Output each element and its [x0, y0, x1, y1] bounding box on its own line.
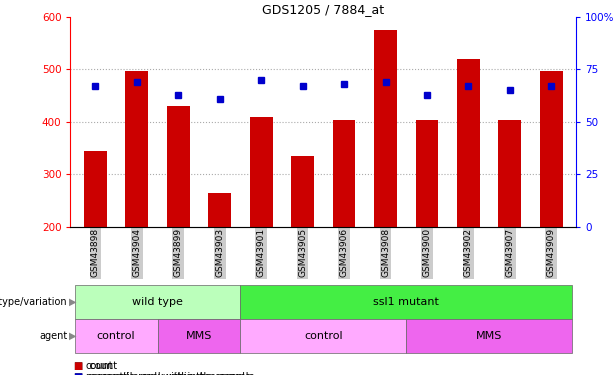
Bar [540, 71, 563, 227]
Bar [457, 59, 480, 227]
Text: agent: agent [39, 331, 67, 340]
Text: wild type: wild type [132, 297, 183, 307]
Text: ssl1 mutant: ssl1 mutant [373, 297, 439, 307]
Text: MMS: MMS [186, 331, 212, 340]
Bar [498, 120, 521, 227]
Text: control: control [304, 331, 343, 340]
Bar [158, 319, 240, 352]
Text: ■  count: ■ count [74, 361, 116, 370]
Bar [75, 285, 240, 319]
Bar [374, 30, 397, 227]
Bar [126, 71, 148, 227]
Text: genotype/variation: genotype/variation [0, 297, 67, 307]
Text: ■: ■ [74, 361, 83, 370]
Bar [249, 117, 273, 227]
Bar [167, 106, 189, 227]
Bar [75, 319, 158, 352]
Text: MMS: MMS [476, 331, 503, 340]
Bar [84, 151, 107, 227]
Text: ▶: ▶ [69, 297, 76, 307]
Title: GDS1205 / 7884_at: GDS1205 / 7884_at [262, 3, 384, 16]
Text: control: control [97, 331, 135, 340]
Text: ▶: ▶ [69, 331, 76, 340]
Bar [333, 120, 356, 227]
Bar [291, 156, 314, 227]
Bar [208, 193, 231, 227]
Bar [240, 319, 406, 352]
Bar [416, 120, 438, 227]
Text: count: count [86, 361, 113, 370]
Text: ■: ■ [74, 372, 83, 375]
Bar [240, 285, 572, 319]
Text: percentile rank within the sample: percentile rank within the sample [86, 372, 251, 375]
Text: ■  percentile rank within the sample: ■ percentile rank within the sample [74, 372, 254, 375]
Bar [406, 319, 572, 352]
